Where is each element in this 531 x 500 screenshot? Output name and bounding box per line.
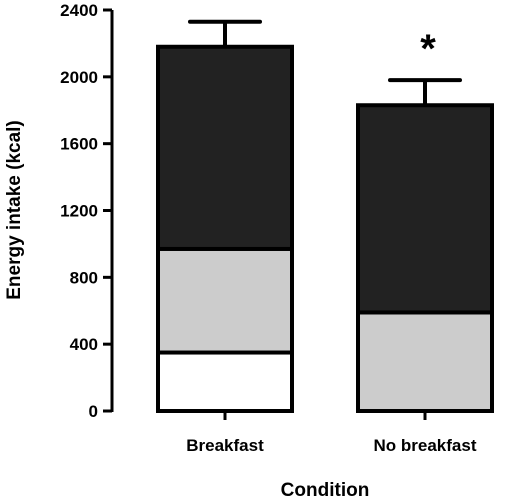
y-tick-label: 2000 <box>60 68 98 87</box>
y-tick-label: 0 <box>89 402 98 421</box>
labels-layer: Breakfast No breakfast * 0 400 800 1200 1600 200… <box>60 1 477 455</box>
bar-segment-3-no-breakfast <box>356 103 494 315</box>
y-axis-title: Energy intake (kcal) <box>4 120 25 300</box>
error-bars-layer <box>188 19 462 106</box>
bars-layer <box>156 44 494 414</box>
significance-marker: * <box>420 27 436 71</box>
y-tick-label: 400 <box>70 335 98 354</box>
x-tick-label: Breakfast <box>186 436 264 455</box>
bar-segment-3-breakfast <box>156 44 294 251</box>
y-tick-label: 800 <box>70 268 98 287</box>
axes-layer <box>103 8 427 420</box>
y-tick-label: 1600 <box>60 135 98 154</box>
y-tick-label: 1200 <box>60 202 98 221</box>
y-tick-label: 2400 <box>60 1 98 20</box>
bar-segment-1-breakfast <box>156 350 294 414</box>
bar-segment-2-breakfast <box>156 246 294 355</box>
x-tick-label: No breakfast <box>374 436 477 455</box>
bar-segment-2-no-breakfast <box>356 310 494 414</box>
x-axis-title: Condition <box>281 480 370 500</box>
